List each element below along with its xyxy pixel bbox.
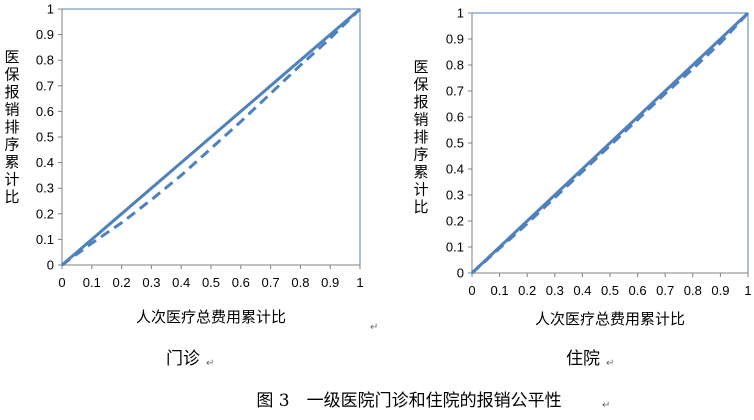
series-line-dashed — [470, 11, 750, 275]
x-tick-label: 0.6 — [629, 283, 647, 298]
x-axis-title: 人次医疗总费用累计比 — [535, 310, 685, 328]
y-axis-title: 医保报销排序累计比 — [413, 58, 428, 216]
x-tick-label: 0.1 — [491, 283, 509, 298]
panel-caption: 住院 — [566, 349, 600, 369]
y-tick-label: 0.2 — [36, 206, 54, 221]
x-tick-label: 0.7 — [656, 283, 674, 298]
y-axis-title: 医保报销排序累计比 — [4, 48, 19, 206]
y-tick-label: 0 — [47, 258, 54, 273]
paragraph-mark-icon: ↵ — [370, 322, 378, 333]
x-tick-label: 1 — [356, 275, 363, 290]
x-tick-label: 0.6 — [232, 275, 250, 290]
y-tick-label: 0.4 — [446, 162, 464, 177]
y-tick-label: 0.3 — [36, 181, 54, 196]
y-tick-label: 0.7 — [36, 78, 54, 93]
y-tick-label: 0.8 — [36, 53, 54, 68]
y-tick-label: 0.8 — [446, 58, 464, 73]
x-tick-label: 0.9 — [321, 275, 339, 290]
paragraph-mark-icon: ↵ — [206, 358, 214, 369]
y-tick-label: 0.2 — [446, 214, 464, 229]
x-tick-label: 0.2 — [518, 283, 536, 298]
x-tick-label: 0 — [58, 275, 65, 290]
x-tick-label: 0.4 — [172, 275, 190, 290]
chart-outpatient: 0 0.1 0.2 0.3 0.4 0.5 0.6 0.7 0.8 0.9 1 0 0.1 0.2 0.3 0… — [4, 2, 363, 370]
y-tick-label: 0.7 — [446, 84, 464, 99]
x-tick-label: 0.5 — [202, 275, 220, 290]
panel-caption: 门诊 — [166, 349, 200, 369]
x-tick-label: 0.2 — [113, 275, 131, 290]
paragraph-mark-icon: ↵ — [602, 400, 610, 411]
y-tick-label: 0.9 — [36, 27, 54, 42]
x-tick-label: 0.1 — [83, 275, 101, 290]
y-tick-label: 0.9 — [446, 32, 464, 47]
x-tick-label: 0.8 — [291, 275, 309, 290]
x-axis-title: 人次医疗总费用累计比 — [136, 308, 286, 326]
series-line-solid — [470, 11, 750, 275]
x-tick-label: 0.3 — [142, 275, 160, 290]
x-tick-label: 0 — [468, 283, 475, 298]
y-tick-label: 0.1 — [446, 240, 464, 255]
y-tick-label: 0.5 — [36, 130, 54, 145]
x-tick-label: 0.8 — [684, 283, 702, 298]
y-tick-label: 0.1 — [36, 232, 54, 247]
x-tick-label: 0.9 — [711, 283, 729, 298]
y-tick-label: 0.5 — [446, 136, 464, 151]
x-tick-label: 0.7 — [262, 275, 280, 290]
series-line-solid — [61, 7, 361, 267]
x-tick-label: 1 — [744, 283, 751, 298]
x-tick-label: 0.5 — [601, 283, 619, 298]
paragraph-mark-icon: ↵ — [606, 358, 614, 369]
y-tick-label: 1 — [457, 6, 464, 21]
series-line-dashed — [61, 7, 362, 267]
x-tick-label: 0.3 — [546, 283, 564, 298]
y-tick-label: 0.6 — [446, 110, 464, 125]
y-tick-label: 0.4 — [36, 155, 54, 170]
y-tick-label: 0.3 — [446, 188, 464, 203]
y-tick-label: 0.6 — [36, 104, 54, 119]
x-tick-label: 0.4 — [573, 283, 591, 298]
chart-inpatient: 0 0.1 0.2 0.3 0.4 0.5 0.6 0.7 0.8 0.9 1 0 0.1 0.2 0.3 0… — [413, 6, 751, 370]
figure-caption: 图 3 一级医院门诊和住院的报销公平性 — [256, 391, 561, 411]
y-tick-label: 0 — [457, 266, 464, 281]
y-tick-label: 1 — [47, 2, 54, 17]
